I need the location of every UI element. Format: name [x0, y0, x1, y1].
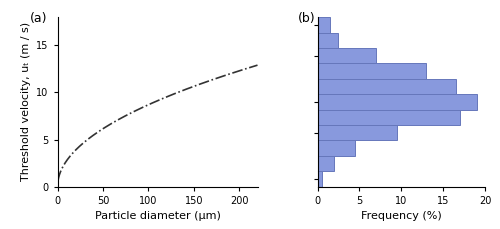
- Bar: [318, 33, 338, 48]
- Bar: [318, 48, 376, 63]
- X-axis label: Frequency (%): Frequency (%): [361, 211, 442, 221]
- Bar: [318, 171, 322, 187]
- Bar: [318, 79, 456, 94]
- Text: (a): (a): [30, 12, 47, 25]
- Bar: [318, 63, 426, 79]
- Bar: [318, 94, 476, 110]
- Bar: [318, 140, 355, 156]
- Bar: [318, 110, 460, 125]
- Bar: [318, 125, 397, 140]
- Bar: [318, 17, 330, 33]
- X-axis label: Particle diameter (μm): Particle diameter (μm): [94, 211, 220, 221]
- Y-axis label: Threshold velocity, uₜ (m / s): Threshold velocity, uₜ (m / s): [20, 22, 30, 181]
- Text: (b): (b): [298, 12, 315, 25]
- Bar: [318, 156, 334, 171]
